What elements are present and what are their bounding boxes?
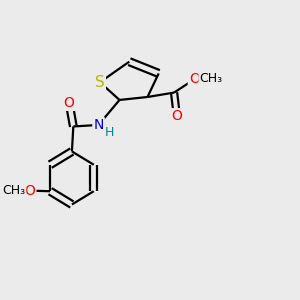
Text: O: O [171, 109, 182, 123]
Text: CH₃: CH₃ [200, 72, 223, 85]
Text: CH₃: CH₃ [2, 184, 25, 197]
Text: O: O [189, 72, 200, 86]
Text: N: N [93, 118, 104, 132]
Text: O: O [25, 184, 35, 198]
Text: O: O [64, 96, 75, 110]
Text: S: S [95, 75, 105, 90]
Text: H: H [104, 126, 114, 139]
